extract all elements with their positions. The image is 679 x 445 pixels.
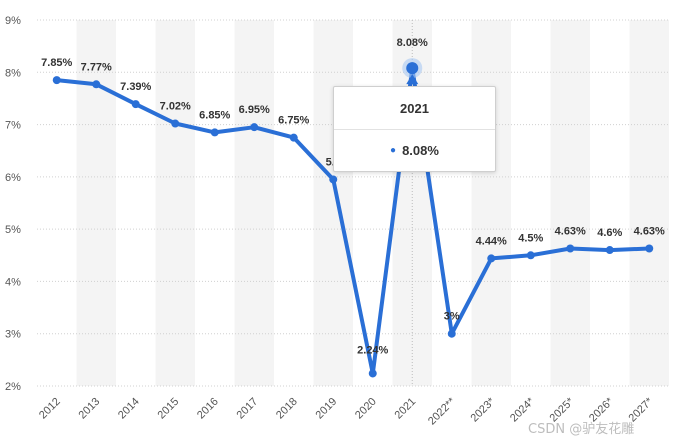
tooltip-value-row: ● 8.08% <box>334 130 495 171</box>
data-point <box>289 133 298 142</box>
data-point <box>131 100 140 109</box>
band <box>550 20 590 386</box>
data-point <box>605 246 614 255</box>
data-label: 4.44% <box>476 235 507 247</box>
y-tick-label: 7% <box>5 120 21 132</box>
series-line <box>54 66 652 376</box>
data-point <box>52 76 61 85</box>
data-label: 7.77% <box>81 61 112 73</box>
y-tick-label: 2% <box>5 381 21 393</box>
y-tick-label: 8% <box>5 67 21 79</box>
data-point <box>645 244 654 253</box>
y-axis-ticks: 2% 3% 4% 5% 6% 7% 8% 9% <box>5 15 21 393</box>
x-tick-label: 2016 <box>195 396 221 422</box>
data-point <box>210 128 219 137</box>
data-label: 3% <box>444 311 460 323</box>
x-tick-label: 2017 <box>235 396 261 422</box>
data-label: 6.85% <box>199 109 230 121</box>
watermark: CSDN @驴友花雕 <box>528 422 635 437</box>
data-point <box>171 119 180 128</box>
x-tick-label: 2015 <box>156 396 182 422</box>
data-labels: 7.85%7.77%7.39%7.02%6.85%6.95%6.75%5.92.… <box>41 37 665 356</box>
tooltip: 2021 ● 8.08% <box>333 86 496 172</box>
data-label: 7.02% <box>160 101 191 113</box>
data-label: 2.24% <box>357 344 388 356</box>
alternating-bands <box>76 20 669 386</box>
data-point <box>487 254 496 263</box>
x-tick-label: 2012 <box>37 396 63 422</box>
band <box>234 20 274 386</box>
data-point <box>329 175 338 184</box>
data-point <box>447 329 456 338</box>
hover-marker <box>402 58 423 85</box>
band <box>629 20 669 386</box>
tooltip-value: 8.08% <box>402 143 439 158</box>
data-label: 4.63% <box>634 225 665 237</box>
x-tick-label: 2013 <box>77 396 103 422</box>
data-label: 6.95% <box>239 104 270 116</box>
y-tick-label: 4% <box>5 276 21 288</box>
x-tick-label: 2020 <box>353 396 379 422</box>
tooltip-title: 2021 <box>334 87 495 130</box>
data-point <box>368 369 377 378</box>
data-label: 4.6% <box>597 227 622 239</box>
band <box>313 20 353 386</box>
x-tick-label: 2021 <box>393 396 419 422</box>
series-dot-icon: ● <box>390 145 397 156</box>
y-tick-label: 9% <box>5 15 21 27</box>
band <box>76 20 116 386</box>
data-label: 7.39% <box>120 81 151 93</box>
y-tick-label: 3% <box>5 329 21 341</box>
data-point <box>250 123 259 132</box>
x-tick-label: 2023* <box>469 395 498 424</box>
data-label: 6.75% <box>278 115 309 127</box>
x-tick-label: 2014 <box>116 396 142 422</box>
data-point <box>566 244 575 253</box>
hover-point <box>406 62 419 75</box>
x-tick-label: 2018 <box>274 396 300 422</box>
tooltip-pointer <box>406 74 419 85</box>
x-tick-label: 2022** <box>426 395 458 427</box>
y-tick-label: 5% <box>5 224 21 236</box>
band <box>471 20 511 386</box>
band <box>155 20 195 386</box>
data-point <box>92 80 101 89</box>
data-point <box>526 251 535 260</box>
x-tick-label: 2019 <box>314 396 340 422</box>
data-label: 4.63% <box>555 225 586 237</box>
data-label: 7.85% <box>41 57 72 69</box>
data-label: 8.08% <box>397 37 428 49</box>
data-label: 4.5% <box>518 232 543 244</box>
y-tick-label: 6% <box>5 172 21 184</box>
